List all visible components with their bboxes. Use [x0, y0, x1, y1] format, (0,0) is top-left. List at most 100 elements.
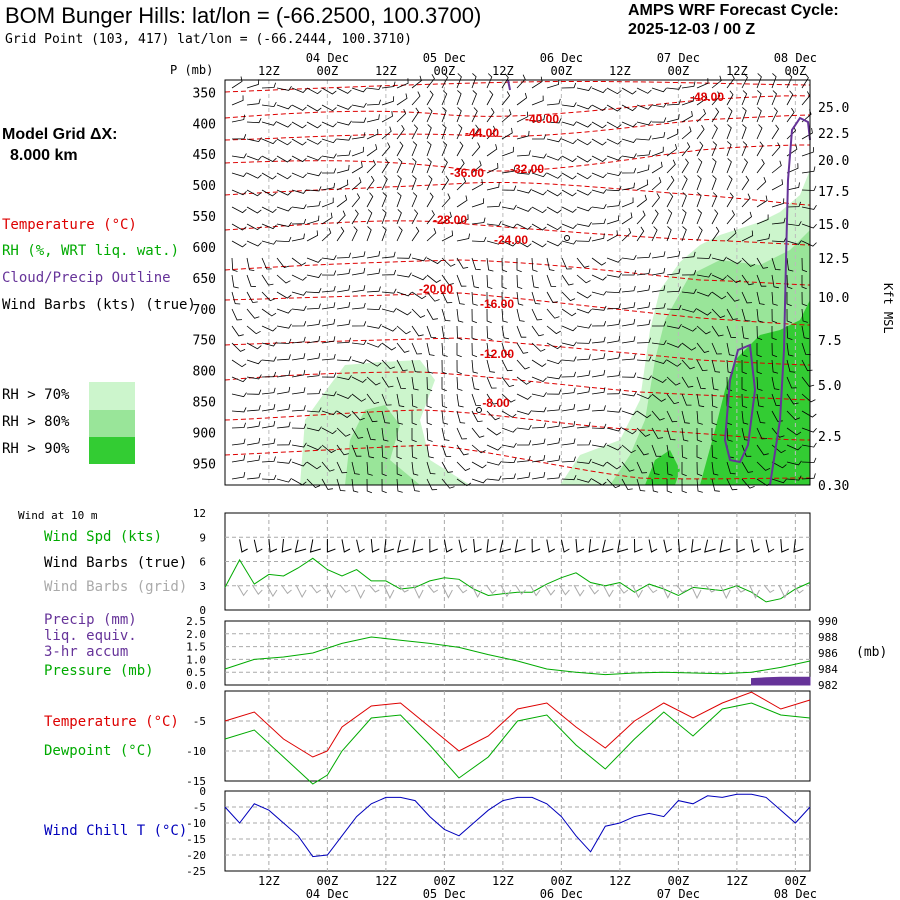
wind-barb — [366, 114, 380, 123]
wind-barb — [441, 193, 451, 208]
wind-barb — [366, 192, 374, 208]
wind-barb — [456, 176, 467, 191]
wind-barb — [426, 124, 432, 140]
wind-barb — [696, 461, 703, 477]
wind-barb — [411, 444, 418, 459]
wind-barb — [756, 325, 763, 340]
wind-barb — [306, 303, 321, 310]
true-wind-barb — [239, 539, 248, 553]
true-wind-barb — [560, 539, 570, 553]
wind-barb — [441, 141, 448, 157]
wind-barb — [486, 125, 496, 140]
wind-barb — [801, 185, 817, 191]
y-tick-label: -15 — [186, 775, 206, 788]
pressure-tick-label: 700 — [193, 303, 216, 318]
wind-barb — [666, 175, 675, 191]
wind-barb — [681, 410, 690, 424]
wind-barb — [621, 285, 636, 293]
wind-barb — [801, 457, 817, 463]
true-wind-barb — [341, 539, 351, 553]
wind-barb — [741, 73, 748, 89]
wind-barb — [756, 461, 771, 471]
wind-barb — [426, 325, 437, 338]
wind-barb — [456, 257, 469, 269]
wind-barb — [651, 267, 666, 276]
wind-barb — [711, 75, 722, 89]
grid-wind-barb — [354, 584, 366, 600]
wind-barb — [366, 99, 381, 106]
wind-barb — [696, 445, 702, 460]
wind-barb — [681, 175, 688, 191]
wind-barb — [636, 302, 651, 310]
wind-barb — [351, 117, 367, 123]
kft-tick-label: 25.0 — [818, 101, 849, 116]
wind-barb — [471, 410, 483, 423]
wind-barb — [381, 269, 397, 276]
wind-barb — [606, 426, 622, 432]
wind-barb — [381, 175, 388, 191]
wind-barb — [681, 478, 687, 494]
wind-barb — [771, 107, 778, 123]
wind-barb — [411, 359, 421, 373]
pressure-label: Pressure (mb) — [44, 663, 154, 679]
true-wind-barb — [473, 539, 482, 553]
wind-barb — [471, 444, 486, 454]
wind-barb — [306, 215, 320, 225]
wind-barb — [561, 371, 576, 378]
wind-barb — [426, 228, 437, 242]
wind-barb — [336, 444, 349, 456]
wind-barb — [576, 221, 592, 227]
wind-barb — [306, 257, 322, 263]
wind-barb — [741, 461, 754, 473]
true-wind-barb — [588, 539, 599, 553]
wind-barb — [696, 478, 703, 493]
wind-barb — [561, 189, 577, 197]
true-wind-barb — [780, 539, 789, 553]
wind-chill-label: Wind Chill T (°C) — [44, 823, 188, 839]
wind-barb — [726, 158, 732, 174]
wind-barb — [591, 405, 606, 412]
wind-barb — [591, 233, 605, 242]
wind-barb — [471, 160, 482, 174]
wind-barb — [426, 342, 435, 356]
wind-barb — [366, 144, 378, 157]
wind-barb — [651, 226, 658, 242]
model-grid-value: 8.000 km — [10, 147, 78, 164]
wind-barb — [426, 461, 436, 475]
wind-barb — [306, 407, 322, 413]
wind-barb — [321, 153, 337, 159]
kft-tick-label: 20.0 — [818, 154, 849, 169]
wind-barb — [786, 274, 793, 289]
wind-barb — [711, 410, 717, 426]
wind-barb — [261, 341, 277, 347]
wind-barb — [276, 404, 291, 412]
wind-barb — [231, 472, 246, 480]
wind-barb — [606, 303, 621, 310]
wind-barb — [606, 444, 622, 451]
wind-barb — [246, 189, 262, 197]
wind-barb — [636, 135, 652, 141]
wind-barb — [621, 255, 637, 261]
wind-barb — [606, 215, 620, 225]
wind-barb — [411, 209, 419, 225]
kft-axis-title: Kft MSL — [881, 283, 895, 334]
pressure-tick-label: 550 — [193, 210, 216, 225]
wind-barb — [576, 274, 591, 284]
kft-tick-label: 5.0 — [818, 379, 841, 394]
wind-barb — [276, 206, 292, 212]
temperature-contour — [224, 220, 811, 246]
wind-barb — [261, 456, 276, 463]
wind-barb — [471, 393, 481, 406]
wind-barb — [441, 158, 448, 174]
wind-barb — [321, 138, 337, 144]
bottom-date-label: 06 Dec — [540, 887, 583, 900]
wind-barb — [786, 163, 799, 174]
wind-barb — [591, 155, 607, 162]
accum-label: 3-hr accum — [44, 644, 129, 660]
wind-barb — [381, 288, 397, 294]
grid-wind-barb — [251, 584, 263, 596]
wind-barb — [276, 354, 291, 361]
temperature-contours — [224, 80, 811, 480]
wind-barb — [396, 376, 406, 389]
wind-barb — [636, 285, 651, 293]
